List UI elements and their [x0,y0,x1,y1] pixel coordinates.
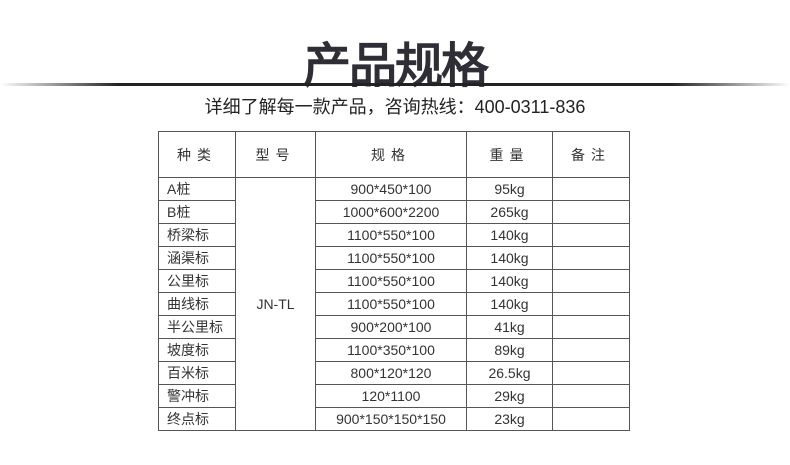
table-row: 警冲标 120*1100 29kg [158,384,630,408]
cell-weight: 140kg [466,246,553,270]
cell-spec: 120*1100 [315,384,467,408]
cell-kind: 坡度标 [158,338,236,362]
cell-weight: 140kg [466,292,553,316]
cell-kind: 公里标 [158,269,236,293]
header-weight: 重量 [466,131,553,178]
cell-kind: 曲线标 [158,292,236,316]
cell-note [552,269,630,293]
cell-spec: 1000*600*2200 [315,200,467,224]
cell-note [552,315,630,339]
cell-weight: 41kg [466,315,553,339]
cell-kind: B桩 [158,200,236,224]
table-row: 半公里标 900*200*100 41kg [158,315,630,339]
cell-note [552,384,630,408]
cell-kind: 警冲标 [158,384,236,408]
cell-note [552,223,630,247]
table-header: 种类 型号 规格 重量 备注 [158,131,630,178]
cell-note [552,292,630,316]
table-row: 公里标 1100*550*100 140kg [158,269,630,293]
cell-weight: 23kg [466,407,553,431]
divider [0,83,790,86]
cell-spec: 800*120*120 [315,361,467,385]
cell-weight: 265kg [466,200,553,224]
cell-kind: 半公里标 [158,315,236,339]
cell-spec: 1100*350*100 [315,338,467,362]
cell-spec: 1100*550*100 [315,269,467,293]
cell-spec: 1100*550*100 [315,292,467,316]
cell-weight: 29kg [466,384,553,408]
cell-note [552,246,630,270]
header-note: 备注 [552,131,630,178]
cell-note [552,407,630,431]
cell-spec: 1100*550*100 [315,246,467,270]
cell-note [552,177,630,201]
table-row: A桩 JN-TL 900*450*100 95kg [158,177,630,431]
cell-note [552,361,630,385]
cell-weight: 140kg [466,223,553,247]
cell-weight: 26.5kg [466,361,553,385]
cell-note [552,338,630,362]
cell-note [552,200,630,224]
hotline-subtitle: 详细了解每一款产品，咨询热线：400-0311-836 [204,97,586,117]
header-model: 型号 [235,131,316,178]
cell-weight: 140kg [466,269,553,293]
cell-kind: 终点标 [158,407,236,431]
spec-table: 种类 型号 规格 重量 备注 A桩 JN-TL 900*450*100 95kg B桩 1… [158,131,630,431]
cell-spec: 1100*550*100 [315,223,467,247]
cell-spec: 900*150*150*150 [315,407,467,431]
cell-kind: 百米标 [158,361,236,385]
cell-spec: 900*200*100 [315,315,467,339]
table-row: 桥梁标 1100*550*100 140kg [158,223,630,247]
table-row: 终点标 900*150*150*150 23kg [158,407,630,431]
cell-kind: 桥梁标 [158,223,236,247]
table-row: 曲线标 1100*550*100 140kg [158,292,630,316]
cell-spec: 900*450*100 [315,177,467,201]
table-row: 涵渠标 1100*550*100 140kg [158,246,630,270]
cell-weight: 89kg [466,338,553,362]
cell-weight: 95kg [466,177,553,201]
header-kind: 种类 [158,131,236,178]
header-spec: 规格 [315,131,467,178]
cell-kind: 涵渠标 [158,246,236,270]
cell-kind: A桩 [158,177,236,201]
table-row: 坡度标 1100*350*100 89kg [158,338,630,362]
table-row: 百米标 800*120*120 26.5kg [158,361,630,385]
cell-model: JN-TL [235,177,316,431]
table-row: B桩 1000*600*2200 265kg [158,200,630,224]
